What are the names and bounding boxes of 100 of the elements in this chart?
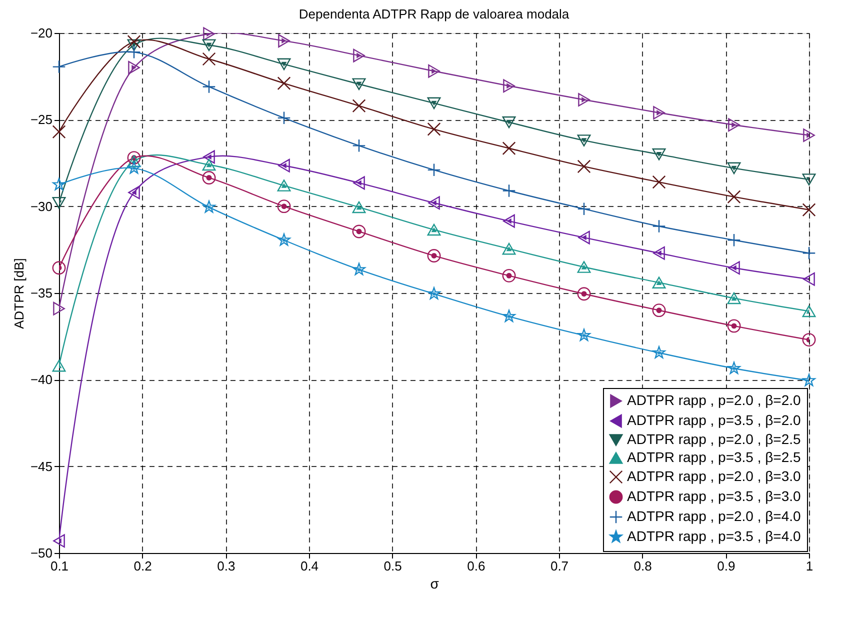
y-tick-label: −35 [30,286,52,300]
legend-label: ADTPR rapp , p=3.5 , β=2.5 [627,449,802,465]
x-tick-label: 0.5 [384,558,402,574]
point [578,328,590,342]
point [52,261,66,275]
point [427,97,441,110]
point [127,45,141,59]
x-axis-title: σ [430,576,440,592]
point [352,262,366,276]
legend-label: ADTPR rapp , p=3.5 , β=4.0 [627,528,802,544]
x-tick-label: 0.4 [300,558,319,574]
point [277,58,291,70]
y-axis-title: ADTPR [dB] [11,258,26,329]
x-tick-label: 1 [806,558,814,574]
point [277,111,291,125]
x-tick-label: 0.9 [717,558,736,574]
x-tick-label: 0.2 [134,558,152,574]
point [202,158,216,171]
point [278,233,290,246]
point [578,230,590,244]
point [728,118,740,132]
point [352,201,366,214]
point [52,60,66,74]
point [52,178,66,190]
point [353,176,365,190]
point [578,93,590,106]
point [427,249,441,262]
point [727,292,741,304]
point [203,150,215,164]
point [652,276,666,289]
point [653,246,665,260]
point [577,261,591,273]
point [428,64,440,78]
point [502,242,516,255]
y-tick-label: −25 [30,112,52,128]
y-tick-label: −30 [30,198,52,214]
point [52,196,66,209]
point [728,261,740,275]
point [352,138,366,152]
legend-label: ADTPR rapp , p=3.5 , β=3.0 [627,488,802,504]
point [202,171,216,184]
point [428,287,440,300]
point [652,220,666,233]
point [727,162,741,174]
point [352,99,366,113]
point [203,27,215,41]
point [727,190,741,204]
legend-label: ADTPR rapp , p=2.0 , β=2.5 [627,431,802,447]
point [652,148,666,160]
point [202,39,216,52]
point [428,196,440,210]
x-tick-label: 0.7 [550,558,569,574]
legend-label: ADTPR rapp , p=2.0 , β=3.0 [627,468,802,484]
point [802,305,816,318]
x-tick-label: 0.6 [467,558,486,574]
point [502,142,516,155]
x-tick-label: 0.1 [50,558,69,574]
point [353,48,365,62]
point [802,246,816,260]
point [802,333,816,347]
point [278,158,290,172]
point [652,304,666,318]
point [52,125,66,139]
point [502,184,516,198]
point [728,362,740,374]
point [53,302,65,316]
point [128,186,140,200]
point [427,163,441,177]
point [128,161,140,174]
point [352,224,366,238]
chart-title: Dependenta ADTPR Rapp de valoarea modala [298,6,570,22]
point [502,310,516,322]
point [427,224,441,236]
legend-label: ADTPR rapp , p=3.5 , β=2.0 [627,412,802,428]
point [277,180,291,192]
point [502,116,516,128]
point [52,360,66,372]
legend-label: ADTPR rapp , p=2.0 , β=2.0 [627,392,802,408]
point [502,268,516,282]
y-tick-label: −40 [30,372,52,388]
point [727,233,741,247]
point [277,200,291,214]
point [803,272,815,286]
point [202,80,216,94]
point [503,79,515,93]
point [653,106,665,120]
point [803,128,815,142]
point [577,202,591,216]
point [127,34,141,48]
point [577,160,591,174]
point [802,174,816,186]
point [577,134,591,146]
point [503,214,515,228]
point [427,122,441,136]
point [727,319,741,333]
y-tick-label: −50 [30,546,52,560]
point [352,78,366,90]
x-tick-label: 0.3 [217,558,236,574]
legend-label: ADTPR rapp , p=2.0 , β=4.0 [627,508,802,524]
point [277,76,291,90]
